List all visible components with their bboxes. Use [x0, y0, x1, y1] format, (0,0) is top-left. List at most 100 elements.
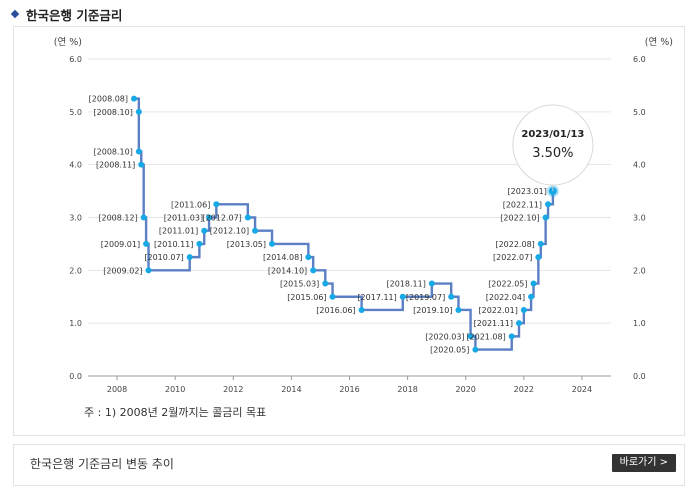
data-point: [196, 240, 203, 247]
data-label: [2009.02]: [103, 266, 142, 275]
y-tick-label-left: 6.0: [69, 55, 82, 64]
data-point: [358, 306, 365, 313]
data-label: [2022.11]: [503, 200, 542, 209]
data-label: [2015.03]: [280, 280, 319, 289]
bottom-panel: 한국은행 기준금리 변동 추이 바로가기 >: [13, 444, 685, 486]
tooltip-bubble: [512, 104, 594, 186]
data-point: [472, 346, 479, 353]
data-point: [545, 201, 552, 208]
data-label: [2008.10]: [94, 108, 133, 117]
data-label: [2008.12]: [98, 214, 137, 223]
data-point: [305, 254, 312, 261]
y-tick-label-right: 0.0: [633, 372, 646, 381]
data-point: [535, 254, 542, 261]
data-point: [135, 148, 142, 155]
rate-chart[interactable]: 0.0 0.0 1.0 1.0 2.0 2.0 3.0 3.0 4.0 4.0 5.0 5.0 6.0 6…: [14, 27, 684, 435]
data-label: [2012.07]: [202, 214, 241, 223]
data-label: [2011.06]: [171, 200, 210, 209]
y-tick-label-right: 6.0: [633, 55, 646, 64]
y-tick-label-left: 5.0: [69, 108, 82, 117]
data-label: [2023.01]: [508, 187, 547, 196]
data-point: [528, 293, 535, 300]
data-point: [310, 267, 317, 274]
data-label: [2008.10]: [94, 147, 133, 156]
data-label: [2016.06]: [316, 306, 355, 315]
data-label: [2021.11]: [474, 319, 513, 328]
data-point: [537, 240, 544, 247]
data-label: [2011.01]: [159, 227, 198, 236]
data-point: [428, 280, 435, 287]
data-label: [2014.08]: [263, 253, 302, 262]
data-label: [2020.05]: [430, 346, 469, 355]
data-point: [140, 214, 147, 221]
data-label: [2008.08]: [89, 95, 128, 104]
data-label: [2022.05]: [488, 280, 527, 289]
data-point: [467, 333, 474, 340]
data-label: [2022.04]: [486, 293, 525, 302]
data-label: [2017.11]: [357, 293, 396, 302]
x-tick-label: 2012: [223, 385, 243, 394]
x-tick-label: 2022: [514, 385, 534, 394]
y-tick-label-right: 5.0: [633, 108, 646, 117]
y-tick-label-left: 0.0: [69, 372, 82, 381]
data-label: [2019.07]: [406, 293, 445, 302]
data-label: [2022.07]: [493, 253, 532, 262]
x-tick-label: 2010: [165, 385, 185, 394]
x-tick-label: 2024: [572, 385, 592, 394]
y-tick-label-left: 3.0: [69, 214, 82, 223]
y-tick-label-left: 2.0: [69, 266, 82, 275]
data-point: [399, 293, 406, 300]
data-label: [2014.10]: [268, 266, 307, 275]
data-label: [2008.11]: [96, 161, 135, 170]
data-point: [520, 306, 527, 313]
data-label: [2018.11]: [386, 280, 425, 289]
y-tick-label-left: 1.0: [69, 319, 82, 328]
data-point: [213, 201, 220, 208]
data-point: [252, 227, 259, 234]
diamond-bullet-icon: [10, 9, 20, 19]
data-point: [322, 280, 329, 287]
data-label: [2010.07]: [144, 253, 183, 262]
data-point: [542, 214, 549, 221]
y-tick-label-right: 3.0: [633, 214, 646, 223]
data-label: [2012.10]: [210, 227, 249, 236]
data-label: [2022.01]: [479, 306, 518, 315]
left-axis-label: (연 %): [54, 37, 82, 48]
data-point: [143, 240, 150, 247]
chart-footnote: 주 : 1) 2008년 2월까지는 콜금리 목표: [84, 406, 266, 419]
data-point: [201, 227, 208, 234]
data-label: [2011.03]: [164, 214, 203, 223]
section-title: 한국은행 기준금리: [26, 7, 123, 23]
bottom-title: 한국은행 기준금리 변동 추이: [30, 457, 174, 471]
data-point: [145, 267, 152, 274]
data-point: [329, 293, 336, 300]
data-point: [508, 333, 515, 340]
data-point: [448, 293, 455, 300]
data-label: [2015.06]: [287, 293, 326, 302]
section-header: 한국은행 기준금리: [10, 4, 123, 24]
x-tick-label: 2014: [281, 385, 301, 394]
y-tick-label-right: 2.0: [633, 266, 646, 275]
data-label: [2020.03]: [425, 332, 464, 341]
data-point: [138, 161, 145, 168]
data-label: [2022.10]: [500, 214, 539, 223]
y-tick-label-left: 4.0: [69, 161, 82, 170]
x-tick-label: 2018: [397, 385, 417, 394]
data-label: [2021.08]: [466, 332, 505, 341]
tooltip-value: 3.50%: [532, 146, 573, 161]
data-label: [2019.10]: [413, 306, 452, 315]
right-axis-label: (연 %): [645, 37, 673, 48]
data-point: [135, 108, 142, 115]
data-point: [515, 320, 522, 327]
goto-button[interactable]: 바로가기 >: [611, 454, 676, 472]
x-tick-label: 2016: [339, 385, 359, 394]
data-label: [2013.05]: [227, 240, 266, 249]
data-point: [244, 214, 251, 221]
x-tick-label: 2008: [107, 385, 127, 394]
y-tick-label-right: 1.0: [633, 319, 646, 328]
data-point: [186, 254, 193, 261]
data-point: [455, 306, 462, 313]
data-label: [2009.01]: [101, 240, 140, 249]
x-tick-label: 2020: [456, 385, 476, 394]
data-point: [131, 95, 138, 102]
